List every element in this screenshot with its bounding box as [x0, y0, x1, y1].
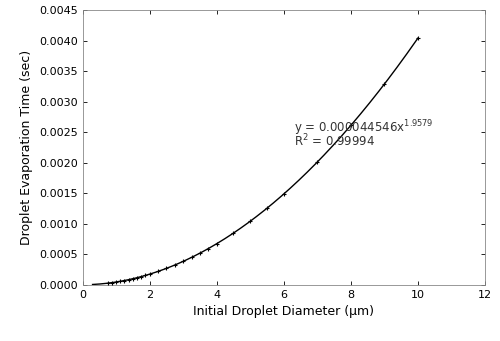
Y-axis label: Droplet Evaporation Time (sec): Droplet Evaporation Time (sec): [20, 50, 34, 245]
Text: y = 0.000044546x$^{1.9579}$: y = 0.000044546x$^{1.9579}$: [294, 118, 433, 138]
Text: R$^2$ = 0.99994: R$^2$ = 0.99994: [294, 133, 375, 149]
X-axis label: Initial Droplet Diameter (μm): Initial Droplet Diameter (μm): [193, 305, 374, 318]
